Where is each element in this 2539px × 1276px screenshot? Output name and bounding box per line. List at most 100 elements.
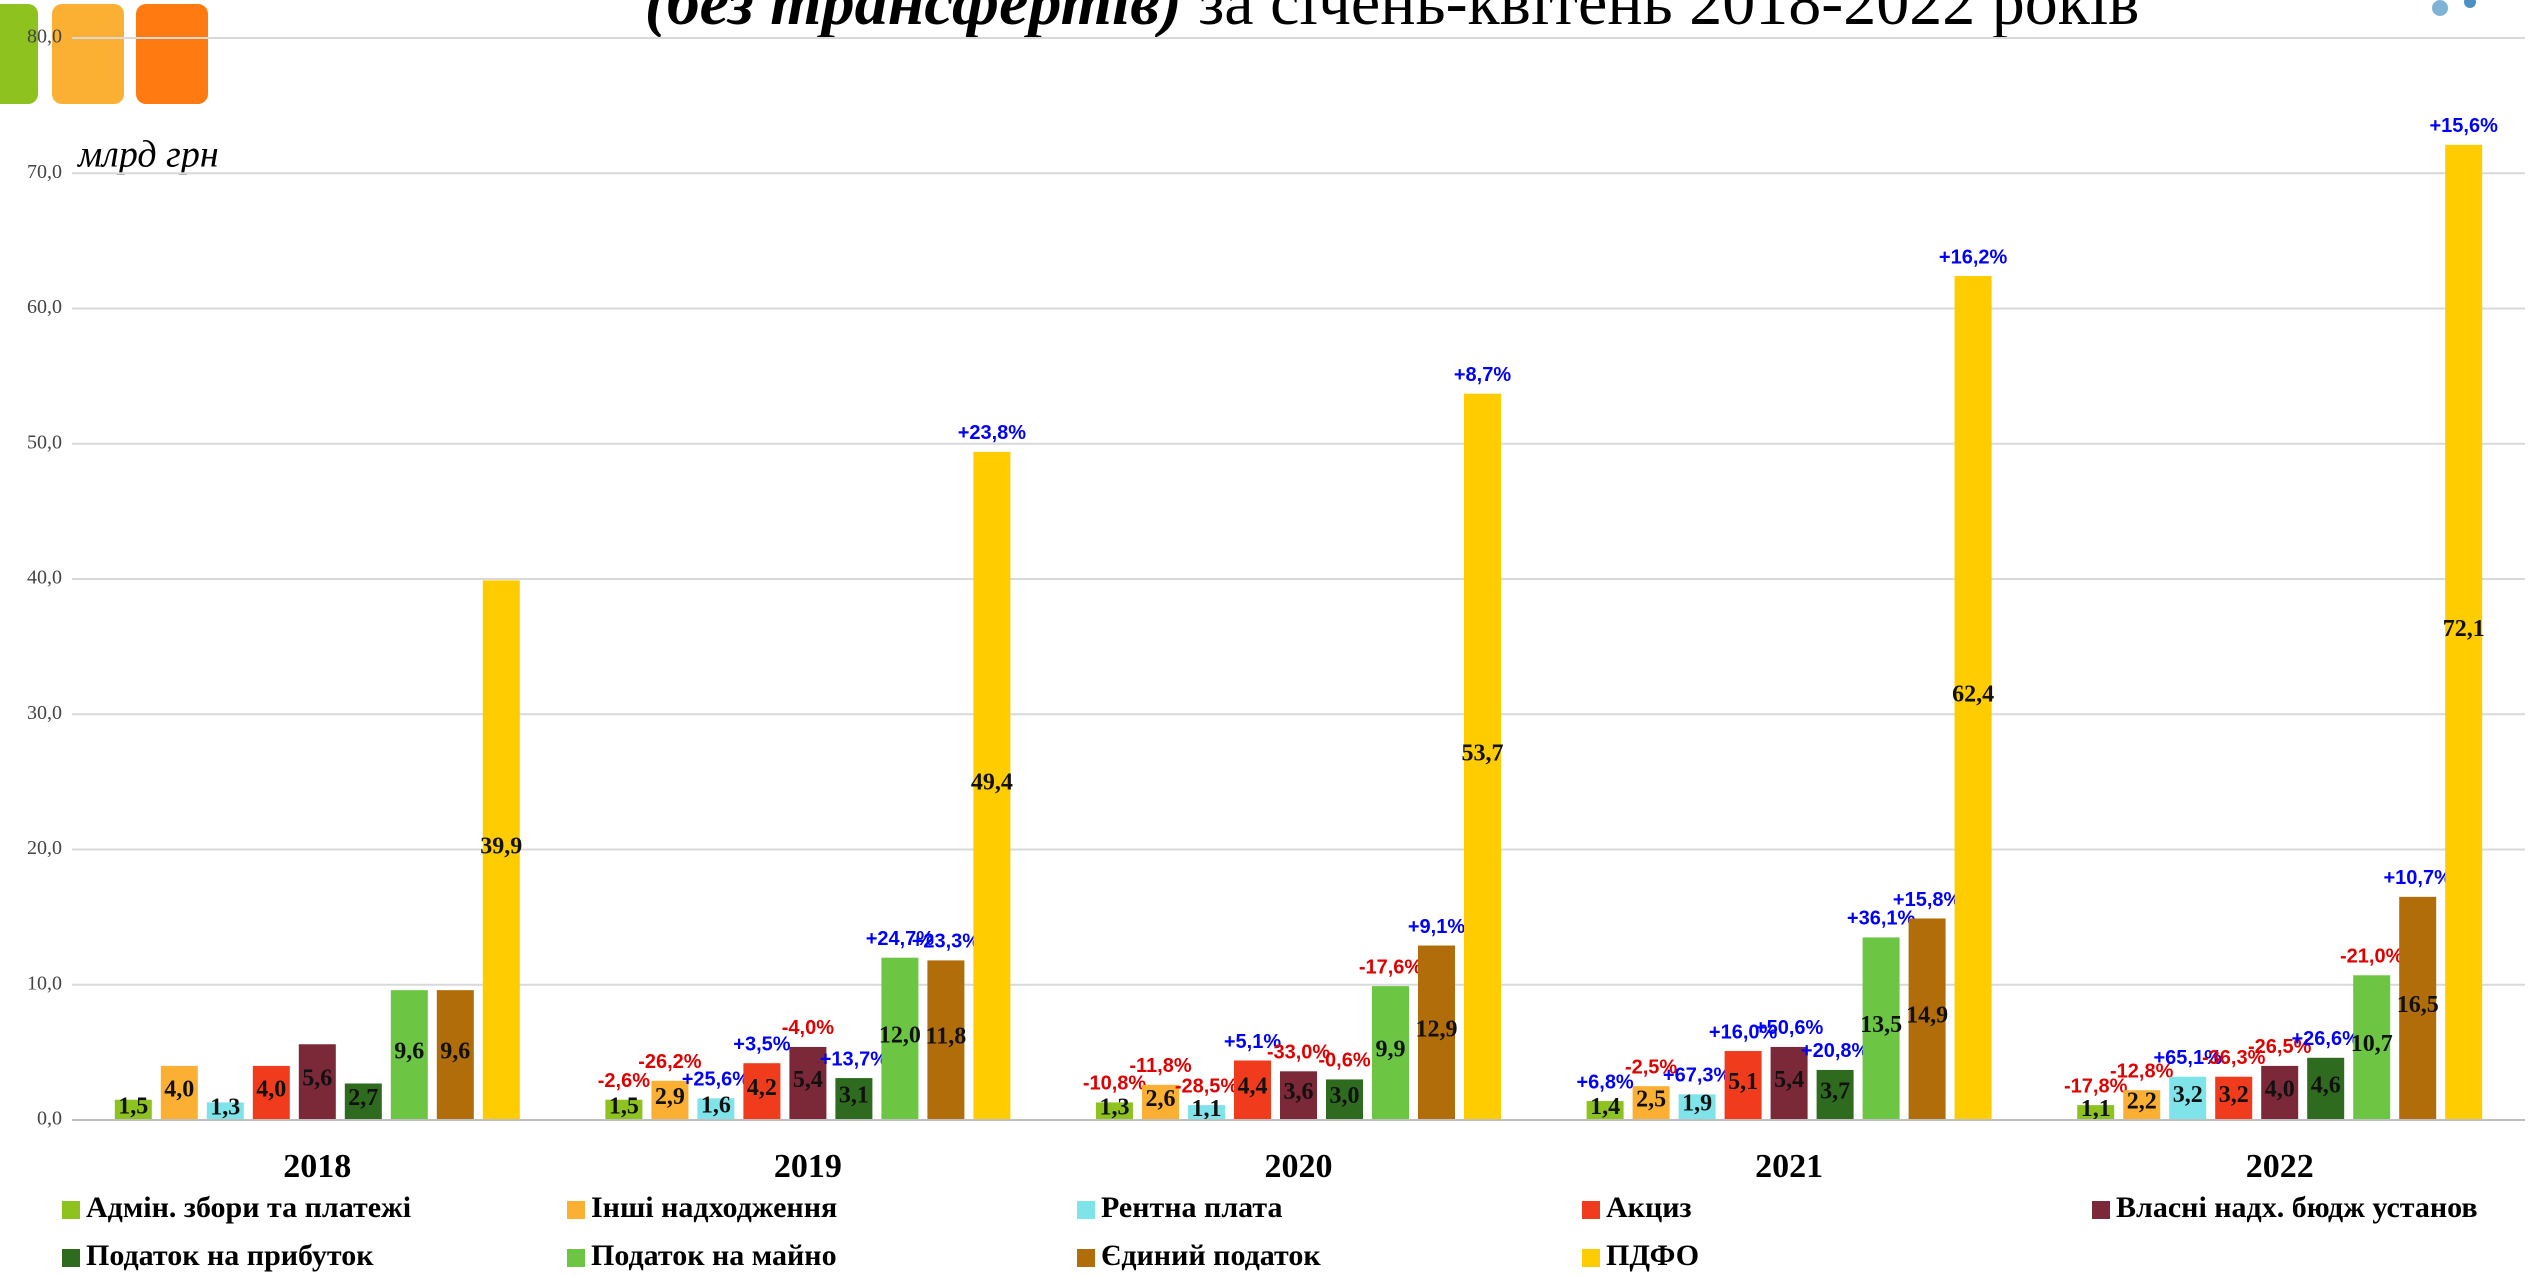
bar <box>1816 1069 1854 1120</box>
bar <box>651 1080 689 1120</box>
value-label: 1,5 <box>118 1093 148 1119</box>
y-tick-label: 30,0 <box>27 702 62 724</box>
title-emphasis: (без трансфертів) <box>645 0 1182 39</box>
bar <box>1142 1084 1179 1120</box>
legend-label: Податок на прибуток <box>86 1239 374 1272</box>
change-label: -26,2% <box>638 1051 702 1073</box>
y-unit: млрд грн <box>76 134 219 176</box>
change-label: +50,6% <box>1755 1017 1824 1039</box>
bar <box>2215 1076 2253 1120</box>
bar <box>605 1099 643 1120</box>
change-label: +67,3% <box>1663 1065 1732 1087</box>
change-label: -2,5% <box>1625 1056 1677 1078</box>
change-label: -11,8% <box>1129 1055 1191 1077</box>
bar <box>2353 975 2391 1120</box>
bar <box>2261 1065 2299 1120</box>
value-label: 1,1 <box>1192 1096 1222 1122</box>
change-label: +3,5% <box>733 1033 790 1055</box>
y-tick-label: 0,0 <box>37 1108 62 1130</box>
legend-swatch <box>1582 1249 1600 1267</box>
bar <box>1586 1101 1624 1120</box>
change-label: +24,7% <box>866 928 935 950</box>
chart-title: (без трансфертів) за січень-квітень 2018… <box>645 0 2140 39</box>
value-label: 2,6 <box>1146 1086 1176 1112</box>
value-label: 62,4 <box>1952 682 1994 708</box>
change-label: +15,6% <box>2430 115 2499 137</box>
value-label: 5,4 <box>1774 1067 1804 1093</box>
change-label: +10,7% <box>2384 867 2453 889</box>
value-label: 9,6 <box>394 1039 424 1065</box>
value-label: 5,4 <box>793 1067 823 1093</box>
change-label: -12,8% <box>2110 1061 2174 1083</box>
legend-swatch <box>1077 1201 1095 1219</box>
change-label: +25,6% <box>682 1069 751 1091</box>
change-label: +20,8% <box>1801 1040 1870 1062</box>
y-tick-label: 70,0 <box>27 161 62 183</box>
value-label: 2,7 <box>348 1085 378 1111</box>
bar <box>2123 1090 2161 1120</box>
value-label: 1,9 <box>1682 1091 1712 1117</box>
legend-swatch <box>567 1249 585 1267</box>
value-label: 4,2 <box>747 1075 777 1101</box>
value-label: 5,6 <box>302 1066 332 1092</box>
bar <box>2169 1076 2207 1120</box>
y-tick-label: 20,0 <box>27 837 62 859</box>
value-label: 12,9 <box>1416 1016 1458 1042</box>
change-label: +36,1% <box>1847 908 1916 930</box>
value-label: 4,0 <box>2265 1076 2295 1102</box>
change-label: -17,8% <box>2064 1075 2128 1097</box>
logo <box>2432 0 2448 16</box>
legend-label: Єдиний податок <box>1101 1239 1321 1272</box>
value-label: 53,7 <box>1462 740 1504 766</box>
change-label: -4,0% <box>782 1017 834 1039</box>
bar <box>1464 393 1501 1120</box>
value-label: 12,0 <box>879 1022 921 1048</box>
bar <box>1770 1046 1808 1120</box>
legend-swatch <box>1582 1201 1600 1219</box>
value-label: 4,4 <box>1238 1074 1268 1100</box>
change-label: +23,3% <box>912 931 981 953</box>
y-tick-label: 50,0 <box>27 431 62 453</box>
value-label: 1,6 <box>701 1093 731 1119</box>
value-label: 1,1 <box>2081 1096 2111 1122</box>
value-label: 1,3 <box>1100 1095 1130 1121</box>
value-label: 11,8 <box>926 1024 967 1050</box>
legend-swatch <box>2092 1201 2110 1219</box>
value-label: 3,1 <box>839 1083 869 1109</box>
value-label: 3,6 <box>1284 1079 1314 1105</box>
bar <box>1724 1051 1762 1120</box>
legend-label: Власні надх. бюдж установ <box>2116 1191 2478 1224</box>
value-label: 4,0 <box>256 1076 286 1102</box>
change-label: +5,1% <box>1224 1031 1281 1053</box>
value-label: 4,0 <box>164 1076 194 1102</box>
bar <box>1632 1086 1670 1120</box>
change-label: +16,0% <box>1709 1021 1778 1043</box>
legend-swatch <box>1077 1249 1095 1267</box>
bar <box>436 990 474 1120</box>
bar <box>114 1099 152 1120</box>
change-label: +26,6% <box>2292 1028 2361 1050</box>
bar <box>2077 1105 2115 1120</box>
bar <box>927 960 965 1120</box>
bar <box>344 1083 382 1120</box>
value-label: 1,3 <box>210 1095 240 1121</box>
bar <box>1096 1102 1133 1120</box>
x-tick-label: 2022 <box>2246 1148 2314 1185</box>
value-label: 3,2 <box>2173 1082 2203 1108</box>
change-label: +16,2% <box>1939 246 2008 268</box>
bar <box>482 580 520 1120</box>
change-label: -33,0% <box>1267 1042 1331 1064</box>
change-label: -2,6% <box>598 1070 650 1092</box>
value-label: 16,5 <box>2397 992 2439 1018</box>
bar <box>697 1098 735 1120</box>
change-label: +8,7% <box>1454 364 1511 386</box>
value-label: 3,7 <box>1820 1078 1850 1104</box>
legend-swatch <box>62 1201 80 1219</box>
bar <box>1678 1094 1716 1120</box>
change-label: -26,5% <box>2248 1036 2312 1058</box>
bar <box>2445 144 2483 1120</box>
y-tick-label: 40,0 <box>27 567 62 589</box>
bar <box>252 1065 290 1120</box>
value-label: 9,6 <box>440 1039 470 1065</box>
change-label: +6,8% <box>1576 1071 1633 1093</box>
